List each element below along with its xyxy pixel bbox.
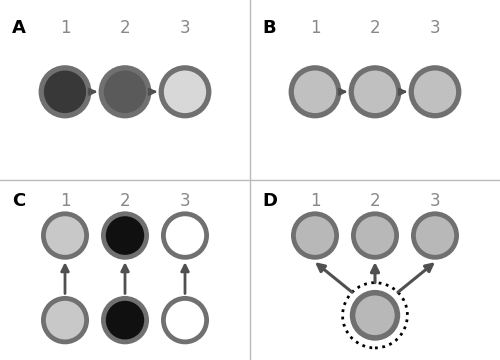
Text: 2: 2 <box>370 19 380 37</box>
Text: 2: 2 <box>120 192 130 210</box>
Text: 2: 2 <box>120 19 130 37</box>
Text: C: C <box>12 192 26 210</box>
Text: 3: 3 <box>430 19 440 37</box>
Ellipse shape <box>44 71 86 113</box>
Ellipse shape <box>46 301 84 339</box>
Ellipse shape <box>351 211 399 260</box>
Ellipse shape <box>356 296 395 335</box>
Ellipse shape <box>350 290 400 341</box>
Ellipse shape <box>166 301 204 339</box>
Ellipse shape <box>161 296 209 344</box>
Text: B: B <box>262 19 276 37</box>
Ellipse shape <box>166 216 204 255</box>
Ellipse shape <box>98 65 152 118</box>
Ellipse shape <box>356 216 394 255</box>
Text: D: D <box>262 192 277 210</box>
Ellipse shape <box>291 211 339 260</box>
Text: 1: 1 <box>60 192 70 210</box>
Ellipse shape <box>294 71 336 113</box>
Ellipse shape <box>106 216 144 255</box>
Ellipse shape <box>41 211 89 260</box>
Text: 3: 3 <box>180 192 190 210</box>
Ellipse shape <box>164 71 206 113</box>
Ellipse shape <box>296 216 334 255</box>
Ellipse shape <box>46 216 84 255</box>
Ellipse shape <box>104 71 146 113</box>
Ellipse shape <box>161 211 209 260</box>
Text: 1: 1 <box>310 19 320 37</box>
Ellipse shape <box>288 65 342 118</box>
Ellipse shape <box>158 65 212 118</box>
Text: 1: 1 <box>310 192 320 210</box>
Ellipse shape <box>408 65 462 118</box>
Text: A: A <box>12 19 26 37</box>
Ellipse shape <box>38 65 92 118</box>
Ellipse shape <box>101 211 149 260</box>
Ellipse shape <box>101 296 149 344</box>
Ellipse shape <box>106 301 144 339</box>
Ellipse shape <box>411 211 459 260</box>
Text: 3: 3 <box>180 19 190 37</box>
Ellipse shape <box>416 216 454 255</box>
Ellipse shape <box>41 296 89 344</box>
Text: 3: 3 <box>430 192 440 210</box>
Ellipse shape <box>348 65 402 118</box>
Ellipse shape <box>354 71 396 113</box>
Ellipse shape <box>414 71 456 113</box>
Text: 2: 2 <box>370 192 380 210</box>
Text: 1: 1 <box>60 19 70 37</box>
